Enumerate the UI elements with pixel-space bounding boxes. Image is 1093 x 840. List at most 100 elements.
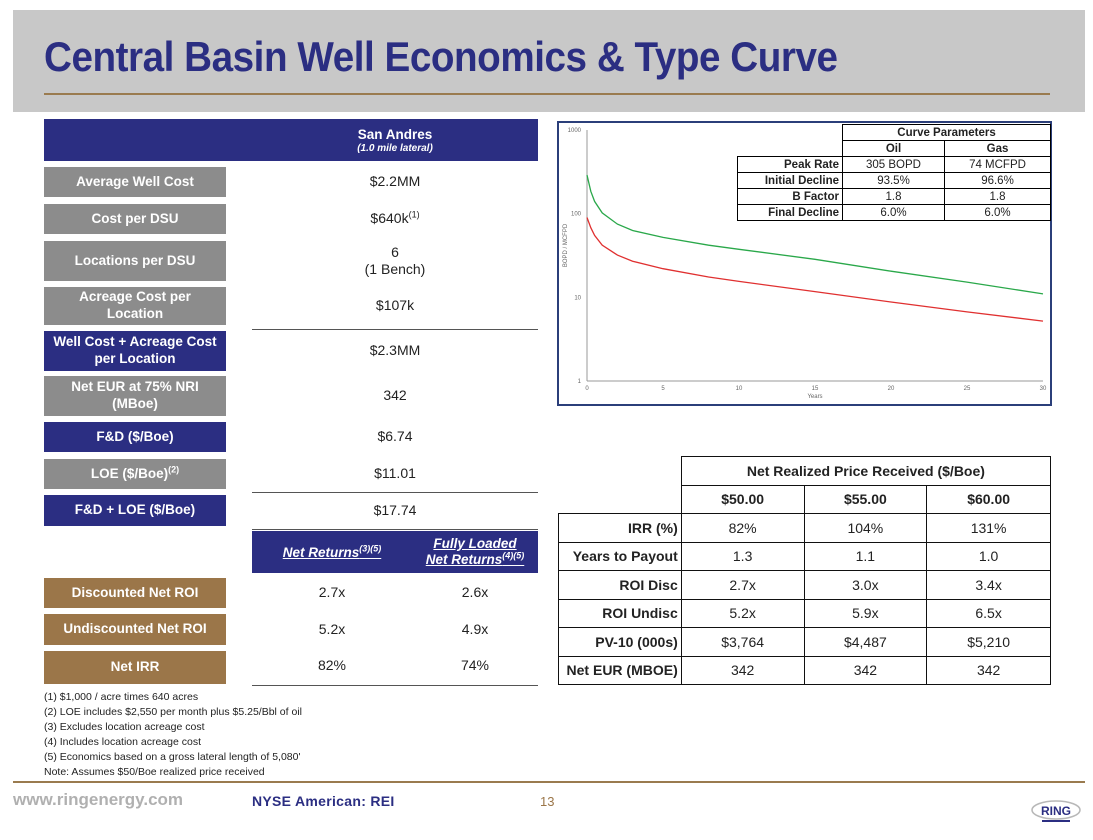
price-table-title: Net Realized Price Received ($/Boe) — [680, 456, 1052, 486]
value-subtext: (1 Bench) — [364, 261, 426, 277]
fully-loaded-label: Fully Loaded — [433, 535, 517, 551]
curve-gas-value: 96.6% — [944, 172, 1051, 189]
footnote-note: Note: Assumes $50/Boe realized price rec… — [44, 766, 265, 778]
price-row-label: Net EUR (MBOE) — [558, 655, 682, 685]
curve-oil-value: 6.0% — [842, 204, 945, 221]
price-cell: 1.1 — [803, 541, 928, 571]
blank-cell — [559, 457, 682, 486]
price-cell: 82% — [680, 513, 805, 543]
value-text: $17.74 — [373, 501, 417, 518]
value-text: $11.01 — [374, 465, 416, 482]
price-col-50: $50.00 — [680, 484, 805, 514]
san-andres-title: San Andres — [357, 126, 433, 142]
value-text: 342 — [383, 387, 407, 404]
footnote-ref: (2) — [168, 464, 180, 475]
footnote-5: (5) Economics based on a gross lateral l… — [44, 751, 301, 763]
logo-text: RING — [1041, 804, 1071, 818]
curve-col-oil: Oil — [842, 140, 945, 157]
row-label-fd: F&D ($/Boe) — [44, 422, 226, 452]
price-cell: 342 — [803, 655, 928, 685]
x-tick-label: 30 — [1040, 386, 1047, 392]
price-cell: 104% — [803, 513, 928, 543]
price-row-label: PV-10 (000s) — [558, 627, 682, 657]
row-value-loe: $11.01 — [252, 459, 538, 489]
footnote-ref: (4)(5) — [502, 550, 525, 561]
row-value-discounted-roi-loaded: 2.6x — [461, 584, 489, 601]
row-value-acreage-cost: $107k — [252, 287, 538, 325]
curve-row-label: Initial Decline — [737, 172, 843, 189]
row-label-loe: LOE ($/Boe)(2) — [44, 459, 226, 489]
row-label-discounted-roi: Discounted Net ROI — [44, 578, 226, 608]
series-line-0 — [586, 217, 1044, 322]
value-text: $107k — [375, 297, 415, 314]
row-value-undiscounted-roi-loaded: 4.9x — [461, 620, 489, 637]
curve-parameters-table: Curve Parameters Oil Gas Peak Rate 305 B… — [737, 124, 1051, 221]
curve-gas-value: 1.8 — [944, 188, 1051, 205]
header-band — [13, 10, 1085, 112]
row-label-acreage-cost: Acreage Cost per Location — [44, 287, 226, 325]
price-sensitivity-table: Net Realized Price Received ($/Boe) $50.… — [558, 456, 1052, 685]
price-row-label: ROI Undisc — [558, 598, 682, 628]
y-tick-label: 100 — [571, 212, 582, 218]
y-tick-label: 1 — [578, 379, 582, 385]
x-axis-label: Years — [807, 394, 822, 400]
price-cell: 5.2x — [680, 598, 805, 628]
separator-line — [252, 685, 538, 686]
separator-line — [252, 329, 538, 330]
exchange-ticker: NYSE American: REI — [252, 793, 395, 809]
x-tick-label: 5 — [661, 386, 665, 392]
separator-line — [252, 529, 538, 530]
blank-cell — [559, 485, 682, 514]
title-rule — [44, 93, 1050, 95]
website-link[interactable]: www.ringenergy.com — [13, 790, 184, 809]
footnote-2: (2) LOE includes $2,550 per month plus $… — [44, 706, 302, 718]
value-text: $2.2MM — [369, 173, 421, 190]
row-value-fd: $6.74 — [252, 422, 538, 452]
row-label-fd-plus-loe: F&D + LOE ($/Boe) — [44, 495, 226, 526]
blank-cell — [737, 140, 843, 157]
x-tick-label: 10 — [736, 386, 743, 392]
row-label-average-well-cost: Average Well Cost — [44, 167, 226, 197]
curve-oil-value: 305 BOPD — [842, 156, 945, 173]
curve-row-label: Peak Rate — [737, 156, 843, 173]
footnote-ref: (1) — [408, 209, 420, 220]
x-tick-label: 15 — [812, 386, 819, 392]
curve-oil-value: 93.5% — [842, 172, 945, 189]
footnote-3: (3) Excludes location acreage cost — [44, 721, 205, 733]
value-text: 6 — [391, 243, 399, 260]
net-returns-label: Net Returns — [282, 544, 360, 560]
price-col-55: $55.00 — [803, 484, 928, 514]
row-value-well-plus-acreage: $2.3MM — [252, 331, 538, 371]
y-axis-label: BOPD / MCFPD — [563, 223, 569, 267]
row-label-cost-per-dsu: Cost per DSU — [44, 204, 226, 234]
price-cell: 131% — [926, 513, 1051, 543]
page-title: Central Basin Well Economics & Type Curv… — [44, 33, 838, 80]
curve-parameters-title: Curve Parameters — [842, 124, 1051, 141]
price-cell: 3.0x — [803, 570, 928, 600]
row-value-locations-per-dsu: 6 (1 Bench) — [252, 241, 538, 281]
price-cell: $4,487 — [803, 627, 928, 657]
x-tick-label: 20 — [888, 386, 895, 392]
curve-gas-value: 74 MCFPD — [944, 156, 1051, 173]
price-col-60: $60.00 — [926, 484, 1051, 514]
row-value-net-irr-net: 82% — [317, 657, 347, 674]
x-tick-label: 0 — [585, 386, 589, 392]
price-cell: 1.0 — [926, 541, 1051, 571]
row-label-locations-per-dsu: Locations per DSU — [44, 241, 226, 281]
row-value-cost-per-dsu: $640k(1) — [252, 204, 538, 234]
label-text: LOE ($/Boe) — [90, 465, 169, 481]
san-andres-subtitle: (1.0 mile lateral) — [357, 142, 433, 154]
value-text: $640k — [370, 210, 409, 227]
fully-loaded-label-2: Net Returns — [425, 552, 503, 567]
separator-line — [252, 492, 538, 493]
price-row-label: ROI Disc — [558, 570, 682, 600]
price-cell: 342 — [680, 655, 805, 685]
curve-row-label: Final Decline — [737, 204, 843, 221]
row-label-well-plus-acreage: Well Cost + Acreage Cost per Location — [44, 331, 226, 371]
footnote-1: (1) $1,000 / acre times 640 acres — [44, 691, 199, 703]
san-andres-header: San Andres (1.0 mile lateral) — [44, 119, 538, 161]
footnotes: (1) $1,000 / acre times 640 acres (2) LO… — [44, 690, 302, 780]
y-tick-label: 1000 — [568, 128, 582, 134]
series-line-1 — [586, 174, 1044, 295]
blank-cell — [738, 125, 843, 141]
